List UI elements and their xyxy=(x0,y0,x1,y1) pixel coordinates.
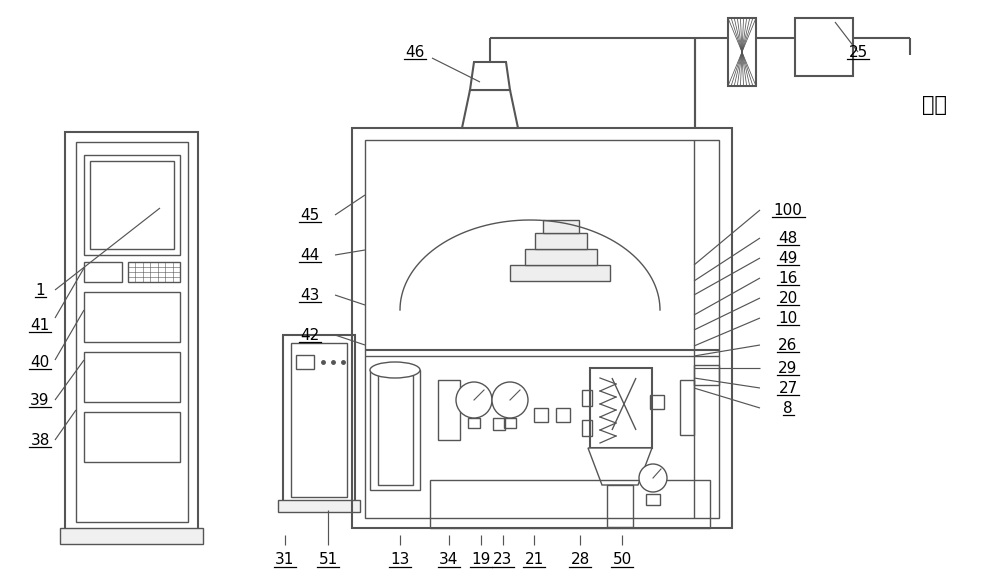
Bar xyxy=(296,355,314,369)
Bar xyxy=(680,380,694,435)
Bar xyxy=(493,418,505,430)
Bar xyxy=(694,365,719,385)
Text: 16: 16 xyxy=(778,271,798,285)
Text: 27: 27 xyxy=(778,381,798,396)
Text: 25: 25 xyxy=(848,45,868,59)
Text: 20: 20 xyxy=(778,290,798,306)
Bar xyxy=(728,18,756,86)
Bar xyxy=(84,292,180,342)
Text: 51: 51 xyxy=(318,553,338,568)
Bar xyxy=(278,500,360,512)
Bar xyxy=(543,220,579,233)
Bar xyxy=(510,265,610,281)
Text: 28: 28 xyxy=(570,553,590,568)
Text: 26: 26 xyxy=(778,338,798,353)
Bar xyxy=(430,480,710,528)
Text: 34: 34 xyxy=(439,553,459,568)
Bar xyxy=(646,494,660,505)
Text: 50: 50 xyxy=(612,553,632,568)
Bar xyxy=(84,412,180,462)
Circle shape xyxy=(492,382,528,418)
Text: 41: 41 xyxy=(30,317,50,332)
Text: 42: 42 xyxy=(300,328,320,343)
Bar xyxy=(84,352,180,402)
Bar xyxy=(650,395,664,409)
Text: 48: 48 xyxy=(778,231,798,246)
Bar xyxy=(65,132,198,532)
Bar xyxy=(352,128,732,528)
Bar xyxy=(370,370,420,490)
Text: 大气: 大气 xyxy=(922,95,947,115)
Text: 1: 1 xyxy=(35,282,45,297)
Text: 31: 31 xyxy=(275,553,295,568)
Text: 29: 29 xyxy=(778,360,798,375)
Text: 19: 19 xyxy=(471,553,491,568)
Polygon shape xyxy=(462,90,518,128)
Bar xyxy=(128,262,180,282)
Circle shape xyxy=(639,464,667,492)
Text: 23: 23 xyxy=(493,553,513,568)
Bar xyxy=(556,408,570,422)
Text: 100: 100 xyxy=(774,203,802,217)
Text: 49: 49 xyxy=(778,250,798,266)
Text: 21: 21 xyxy=(524,553,544,568)
Bar xyxy=(291,343,347,497)
Bar xyxy=(590,368,652,448)
Bar xyxy=(607,485,633,527)
Bar xyxy=(582,420,592,436)
Bar xyxy=(468,418,480,428)
Text: 38: 38 xyxy=(30,432,50,447)
Bar xyxy=(84,155,180,255)
Bar xyxy=(795,18,853,76)
Bar xyxy=(90,161,174,249)
Ellipse shape xyxy=(370,362,420,378)
Text: 40: 40 xyxy=(30,354,50,370)
Bar xyxy=(525,249,597,265)
Polygon shape xyxy=(470,62,510,90)
Text: 43: 43 xyxy=(300,288,320,303)
Text: 10: 10 xyxy=(778,310,798,325)
Bar xyxy=(582,390,592,406)
Bar xyxy=(504,418,516,428)
Bar xyxy=(534,408,548,422)
Bar xyxy=(60,528,203,544)
Bar xyxy=(76,142,188,522)
Polygon shape xyxy=(588,448,652,485)
Bar xyxy=(378,375,413,485)
Text: 44: 44 xyxy=(300,248,320,263)
Bar xyxy=(365,140,719,518)
Bar xyxy=(283,335,355,505)
Text: 13: 13 xyxy=(390,553,410,568)
Bar xyxy=(84,262,122,282)
Text: 8: 8 xyxy=(783,400,793,415)
Circle shape xyxy=(456,382,492,418)
Text: 46: 46 xyxy=(405,45,425,59)
Bar xyxy=(535,233,587,249)
Text: 45: 45 xyxy=(300,207,320,223)
Text: 39: 39 xyxy=(30,393,50,407)
Bar xyxy=(438,380,460,440)
